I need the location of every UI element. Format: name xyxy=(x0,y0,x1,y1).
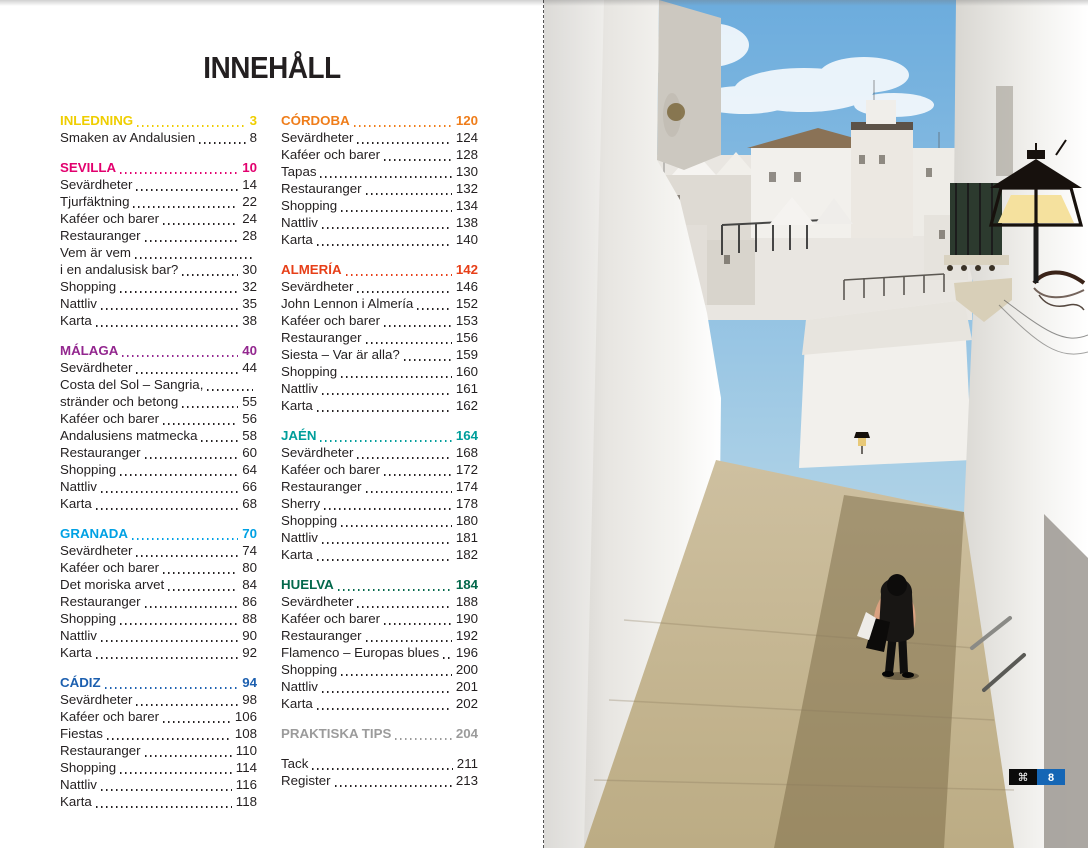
svg-text:⌘: ⌘ xyxy=(1018,772,1029,784)
svg-text:8: 8 xyxy=(1048,772,1054,784)
